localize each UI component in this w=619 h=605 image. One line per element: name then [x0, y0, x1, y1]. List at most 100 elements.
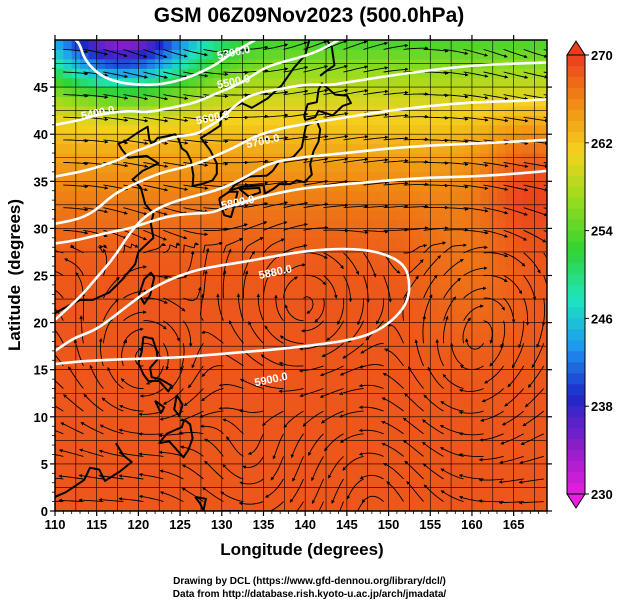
heat-cell [421, 218, 431, 229]
wind-arrow [383, 181, 409, 186]
wind-arrow [123, 207, 148, 216]
heat-cell [163, 209, 173, 220]
wind-arrow [518, 478, 544, 484]
heat-cell [480, 284, 490, 295]
heat-cell [163, 445, 173, 456]
heat-cell [430, 322, 440, 333]
wind-arrow [102, 248, 108, 276]
heat-cell [171, 463, 181, 474]
heat-cell [105, 143, 114, 154]
heat-cell [480, 407, 490, 418]
wind-arrow [203, 162, 229, 166]
heat-cell [205, 115, 215, 126]
heat-cell [188, 341, 198, 352]
heat-cell [488, 284, 498, 295]
heat-cell [71, 445, 81, 456]
heat-cell [71, 275, 81, 286]
wind-arrow [463, 48, 489, 57]
heat-cell [313, 266, 323, 277]
heat-cell [380, 492, 390, 503]
wind-arrow [264, 325, 284, 344]
heat-cell [305, 407, 315, 418]
wind-arrow [179, 410, 204, 422]
heat-cell [405, 397, 415, 408]
heat-cell [171, 435, 181, 446]
heat-cell [138, 162, 148, 173]
heat-cell [238, 190, 248, 201]
heat-cell [305, 322, 315, 333]
heat-cell [71, 454, 81, 465]
heat-cell [246, 463, 256, 474]
heat-cell [321, 303, 331, 314]
wind-arrow [458, 410, 484, 415]
heat-cell [271, 332, 281, 343]
heat-cell [521, 369, 531, 380]
heat-cell [296, 379, 306, 390]
heat-cell [121, 68, 131, 79]
heat-cell [230, 40, 240, 51]
heat-cell [221, 313, 231, 324]
wind-arrow [63, 139, 89, 143]
wind-arrow [328, 456, 344, 479]
heat-cell [96, 49, 106, 60]
heat-cell [55, 49, 64, 60]
heat-cell [163, 190, 173, 201]
heat-cell [105, 435, 114, 446]
heat-cell [496, 397, 506, 408]
heat-cell [330, 350, 340, 361]
heat-cell [163, 40, 173, 51]
heat-cell [455, 124, 465, 135]
heat-cell [438, 313, 448, 324]
heat-cell [171, 228, 181, 239]
heat-cell [146, 49, 156, 60]
heat-cell [388, 40, 398, 51]
heat-cell [371, 407, 381, 418]
heat-cell [488, 492, 498, 503]
heat-cell [338, 284, 348, 295]
wind-arrow [523, 116, 547, 123]
heat-cell [130, 115, 139, 126]
heat-cell [380, 171, 390, 182]
heat-cell [313, 350, 323, 361]
heat-cell [296, 360, 306, 371]
coastline [173, 394, 184, 417]
colorbar-segment [567, 186, 585, 199]
colorbar-segment [567, 241, 585, 254]
heat-cell [263, 501, 273, 511]
heat-cell [405, 87, 415, 98]
heat-cell [305, 68, 315, 79]
heat-cell [188, 68, 198, 79]
heat-cell [271, 435, 281, 446]
heat-cell [421, 256, 431, 267]
wind-arrow [64, 258, 84, 276]
wind-arrow [163, 94, 189, 100]
heat-cell [71, 228, 81, 239]
heat-cell [405, 171, 415, 182]
heat-cell [163, 96, 173, 107]
wind-arrow [103, 116, 129, 122]
heat-cell [230, 105, 240, 116]
wind-arrow [63, 71, 89, 76]
wind-arrow [89, 364, 104, 389]
heat-cell [180, 237, 190, 248]
heat-cell [213, 266, 223, 277]
heat-cell [413, 360, 423, 371]
heat-cell [421, 313, 431, 324]
heat-cell [430, 332, 440, 343]
heat-cell [155, 218, 165, 229]
heat-cell [238, 341, 248, 352]
heat-cell [246, 40, 256, 51]
heat-cell [213, 171, 223, 182]
wind-arrow [183, 207, 209, 214]
heat-cell [430, 162, 440, 173]
heat-cell [171, 162, 181, 173]
wind-arrow [296, 501, 304, 511]
heat-cell [255, 275, 265, 286]
heat-cell [130, 256, 139, 267]
heat-cell [388, 275, 398, 286]
heat-cell [371, 369, 381, 380]
wind-arrow [463, 184, 489, 190]
heat-cell [313, 501, 323, 511]
wind-arrow [343, 229, 369, 235]
heat-cell [396, 124, 406, 135]
